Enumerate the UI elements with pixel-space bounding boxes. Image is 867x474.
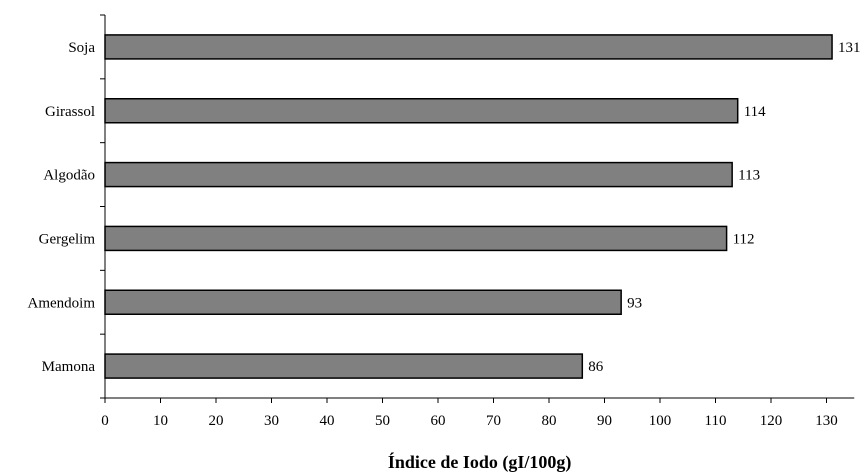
- x-tick-label: 120: [760, 413, 783, 429]
- data-label: 86: [588, 359, 604, 375]
- labels-group: Soja 131 Girassol 114 Algodão 113 Gergelim 112 A…: [28, 40, 861, 429]
- x-tick-label: 90: [597, 413, 612, 429]
- category-label: Algodão: [43, 168, 95, 184]
- category-label: Girassol: [45, 104, 95, 120]
- x-axis-title: Índice de Iodo (gI/100g): [388, 451, 572, 473]
- x-tick-label: 100: [649, 413, 672, 429]
- bar: [104, 289, 622, 315]
- bar: [104, 34, 833, 60]
- axes-group: [100, 14, 855, 403]
- x-tick-label: 20: [209, 413, 224, 429]
- x-tick-label: 0: [101, 413, 109, 429]
- data-label: 113: [738, 168, 760, 184]
- bar: [104, 161, 733, 188]
- x-tick-label: 10: [153, 413, 168, 429]
- x-tick-label: 80: [542, 413, 557, 429]
- x-tick-label: 40: [320, 413, 335, 429]
- x-tick-label: 130: [815, 413, 838, 429]
- x-tick-label: 50: [375, 413, 390, 429]
- data-label: 131: [838, 40, 861, 56]
- x-tick-label: 110: [705, 413, 727, 429]
- bar: [104, 353, 584, 379]
- bar: [104, 225, 728, 252]
- x-tick-label: 70: [486, 413, 501, 429]
- bars-group: [104, 34, 833, 379]
- category-label: Soja: [68, 40, 95, 56]
- data-label: 114: [744, 104, 766, 120]
- category-label: Gergelim: [39, 231, 96, 247]
- bar: [104, 98, 739, 124]
- data-label: 93: [627, 295, 642, 311]
- x-tick-label: 30: [264, 413, 279, 429]
- category-label: Mamona: [42, 359, 96, 375]
- category-label: Amendoim: [28, 295, 96, 311]
- data-label: 112: [733, 231, 755, 247]
- x-tick-label: 60: [431, 413, 446, 429]
